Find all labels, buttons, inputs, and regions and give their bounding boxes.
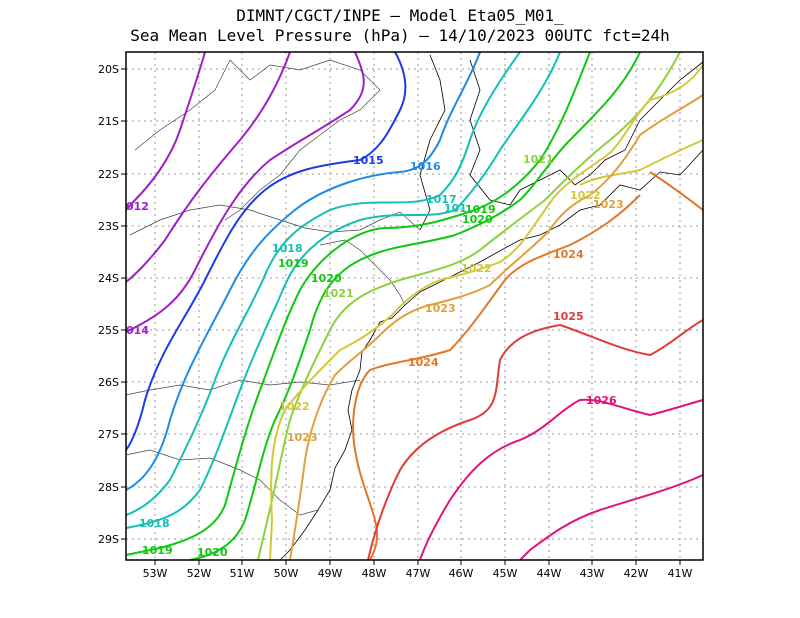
isobar-1012 <box>125 51 206 211</box>
isobar-1019 <box>125 51 591 556</box>
y-tick-label: 26S <box>98 376 119 389</box>
x-tick-label: 44W <box>537 567 562 580</box>
contour-label: 1020 <box>462 213 493 226</box>
contour-label: 1023 <box>287 431 318 444</box>
x-tick-label: 53W <box>143 567 168 580</box>
grid-lines <box>126 52 703 560</box>
y-tick-label: 20S <box>98 63 119 76</box>
contour-label: 1017 <box>426 193 457 206</box>
plot-frame <box>125 51 704 561</box>
isobar-1020 <box>189 51 641 561</box>
x-tick-label: 48W <box>362 567 387 580</box>
x-tick-label: 43W <box>580 567 605 580</box>
contour-label: 014 <box>126 324 149 337</box>
x-tick-label: 46W <box>449 567 474 580</box>
tick-marks <box>121 68 681 565</box>
contour-label: 1022 <box>461 262 492 275</box>
isobar-1016 <box>125 51 481 491</box>
contour-label: 1020 <box>311 272 342 285</box>
contour-label: 1019 <box>142 544 173 557</box>
y-tick-label: 25S <box>98 324 119 337</box>
x-tick-label: 49W <box>318 567 343 580</box>
isobar-1013 <box>125 51 291 283</box>
contour-label: 1021 <box>523 153 554 166</box>
contour-label: 101 <box>444 202 467 215</box>
contour-label: 1025 <box>553 310 584 323</box>
chart-subtitle: Sea Mean Level Pressure (hPa) – 14/10/20… <box>130 26 670 45</box>
contour-label: 1026 <box>586 394 617 407</box>
contour-label: 012 <box>126 200 149 213</box>
lon-tick-labels: 53W 52W 51W 50W 49W 48W 47W 46W 45W 44W … <box>143 567 693 580</box>
contour-label: 1021 <box>323 287 354 300</box>
x-tick-label: 50W <box>274 567 299 580</box>
contour-labels: 012 014 1015 1016 1017 101 1019 1020 101… <box>126 153 624 559</box>
x-tick-label: 47W <box>406 567 431 580</box>
contour-label: 1019 <box>465 203 496 216</box>
contour-label: 1018 <box>272 242 303 255</box>
isobar-1017 <box>125 51 521 516</box>
isobar-1027 <box>519 474 704 561</box>
state-borders <box>125 59 421 516</box>
y-tick-label: 21S <box>98 115 119 128</box>
contour-label: 1024 <box>408 356 439 369</box>
y-tick-label: 24S <box>98 272 119 285</box>
contour-label: 1019 <box>278 257 309 270</box>
contour-label: 1016 <box>410 160 441 173</box>
isobar-1025 <box>367 319 704 561</box>
isobar-1023 <box>289 94 704 561</box>
contour-label: 1024 <box>553 248 584 261</box>
contour-label: 1022 <box>279 400 310 413</box>
contour-label: 1022 <box>570 189 601 202</box>
isobar-1024 <box>352 171 704 561</box>
isobar-1022 <box>269 64 704 561</box>
isobar-1021 <box>257 51 681 561</box>
x-tick-label: 42W <box>624 567 649 580</box>
contour-label: 1023 <box>593 198 624 211</box>
x-tick-label: 45W <box>493 567 518 580</box>
x-tick-label: 52W <box>187 567 212 580</box>
y-tick-label: 28S <box>98 481 119 494</box>
isobar-1014 <box>125 51 365 333</box>
isobar-1026 <box>419 398 704 561</box>
contour-label: 1023 <box>425 302 456 315</box>
y-tick-label: 27S <box>98 428 119 441</box>
lat-tick-labels: 20S 21S 22S 23S 24S 25S 26S 27S 28S 29S <box>98 63 119 546</box>
isobar-1022b <box>579 139 704 186</box>
isobar-1018 <box>125 51 561 529</box>
isobar-1015 <box>125 51 407 451</box>
contour-label: 1015 <box>353 154 384 167</box>
contour-label: 1018 <box>139 517 170 530</box>
y-tick-label: 23S <box>98 220 119 233</box>
coastline <box>279 54 704 561</box>
y-tick-label: 29S <box>98 533 119 546</box>
isobars <box>125 51 704 561</box>
x-tick-label: 41W <box>668 567 693 580</box>
x-tick-label: 51W <box>230 567 255 580</box>
chart-title: DIMNT/CGCT/INPE – Model Eta05_M01_ <box>236 6 564 25</box>
y-tick-label: 22S <box>98 168 119 181</box>
contour-label: 1020 <box>197 546 228 559</box>
